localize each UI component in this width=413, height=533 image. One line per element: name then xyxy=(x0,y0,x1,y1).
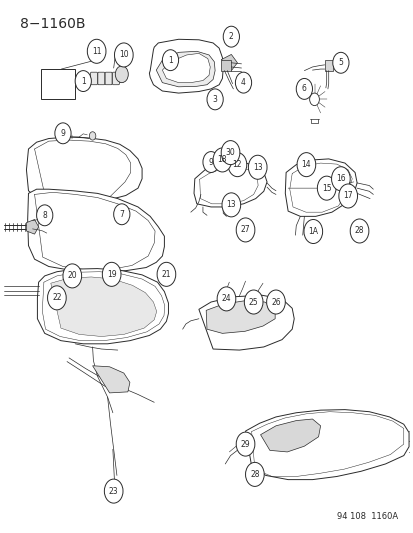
Circle shape xyxy=(223,26,239,47)
Circle shape xyxy=(248,155,266,179)
Circle shape xyxy=(228,147,234,154)
Polygon shape xyxy=(221,60,231,71)
Text: 22: 22 xyxy=(52,293,62,302)
Text: 24: 24 xyxy=(221,294,231,303)
Text: 16: 16 xyxy=(335,174,345,183)
Circle shape xyxy=(115,66,128,83)
Circle shape xyxy=(114,204,130,225)
Polygon shape xyxy=(221,54,237,71)
Circle shape xyxy=(228,152,246,176)
Circle shape xyxy=(102,262,121,286)
Circle shape xyxy=(36,205,53,226)
Text: 26: 26 xyxy=(271,297,280,306)
Circle shape xyxy=(338,184,357,208)
Circle shape xyxy=(332,52,348,73)
Text: 1A: 1A xyxy=(308,227,318,236)
FancyBboxPatch shape xyxy=(97,72,104,85)
Circle shape xyxy=(213,148,231,172)
Text: 20: 20 xyxy=(67,271,77,280)
Circle shape xyxy=(296,78,312,99)
Polygon shape xyxy=(149,39,223,93)
Text: 14: 14 xyxy=(301,160,311,169)
Polygon shape xyxy=(260,419,320,452)
Circle shape xyxy=(303,220,322,244)
Text: 13: 13 xyxy=(252,163,262,172)
Circle shape xyxy=(349,219,368,243)
Text: 5: 5 xyxy=(338,58,342,67)
Circle shape xyxy=(47,286,66,310)
Circle shape xyxy=(309,93,318,106)
Circle shape xyxy=(87,39,106,63)
Polygon shape xyxy=(26,137,142,203)
Text: 8−1160B: 8−1160B xyxy=(20,17,85,31)
Polygon shape xyxy=(206,301,275,333)
Polygon shape xyxy=(156,51,215,87)
Circle shape xyxy=(244,290,262,314)
Text: 21: 21 xyxy=(161,270,171,279)
Circle shape xyxy=(202,151,218,173)
Text: 23: 23 xyxy=(109,487,118,496)
Circle shape xyxy=(206,89,223,110)
Text: 25: 25 xyxy=(248,297,258,306)
Text: 19: 19 xyxy=(107,270,116,279)
Circle shape xyxy=(55,123,71,144)
Polygon shape xyxy=(93,366,130,393)
Circle shape xyxy=(297,152,315,176)
Text: 3: 3 xyxy=(212,95,217,104)
Polygon shape xyxy=(194,162,266,207)
Polygon shape xyxy=(162,53,210,83)
Text: 13: 13 xyxy=(226,200,235,209)
Text: 94 108  1160A: 94 108 1160A xyxy=(336,512,397,521)
Text: 1: 1 xyxy=(168,55,173,64)
Text: 1: 1 xyxy=(81,77,85,86)
Circle shape xyxy=(157,262,176,286)
FancyBboxPatch shape xyxy=(90,72,97,85)
Circle shape xyxy=(221,141,239,165)
Text: 30: 30 xyxy=(225,148,235,157)
Text: 4: 4 xyxy=(240,78,245,87)
Text: 12: 12 xyxy=(232,160,242,169)
Circle shape xyxy=(89,132,95,140)
FancyBboxPatch shape xyxy=(40,69,75,99)
Circle shape xyxy=(317,176,335,200)
Text: 15: 15 xyxy=(321,184,331,192)
Circle shape xyxy=(63,264,81,288)
Polygon shape xyxy=(26,220,38,234)
Circle shape xyxy=(104,479,123,503)
Text: 18: 18 xyxy=(217,156,227,165)
Text: 11: 11 xyxy=(92,47,101,56)
Circle shape xyxy=(217,287,235,311)
Circle shape xyxy=(236,432,254,456)
Circle shape xyxy=(162,50,178,71)
Polygon shape xyxy=(51,277,156,336)
Circle shape xyxy=(236,218,254,242)
Text: 7: 7 xyxy=(119,210,124,219)
Circle shape xyxy=(245,463,263,487)
Polygon shape xyxy=(198,295,294,350)
Circle shape xyxy=(221,193,240,217)
Text: 9: 9 xyxy=(60,129,65,138)
Text: 2: 2 xyxy=(228,32,233,41)
Polygon shape xyxy=(28,189,164,272)
Polygon shape xyxy=(245,410,408,480)
FancyBboxPatch shape xyxy=(112,72,119,85)
Text: 10: 10 xyxy=(119,51,128,60)
FancyBboxPatch shape xyxy=(105,72,112,85)
Circle shape xyxy=(266,290,285,314)
Polygon shape xyxy=(285,159,356,216)
Circle shape xyxy=(114,43,133,67)
Text: 8: 8 xyxy=(42,211,47,220)
Polygon shape xyxy=(324,60,332,71)
Text: 27: 27 xyxy=(240,225,250,235)
Text: 28: 28 xyxy=(354,227,363,236)
Text: 29: 29 xyxy=(240,440,250,449)
Text: 6: 6 xyxy=(301,84,306,93)
Text: 28: 28 xyxy=(249,470,259,479)
Circle shape xyxy=(331,167,349,191)
Text: 17: 17 xyxy=(342,191,352,200)
Polygon shape xyxy=(37,269,168,344)
Circle shape xyxy=(75,71,91,92)
Circle shape xyxy=(235,72,251,93)
Text: 9: 9 xyxy=(208,158,213,166)
